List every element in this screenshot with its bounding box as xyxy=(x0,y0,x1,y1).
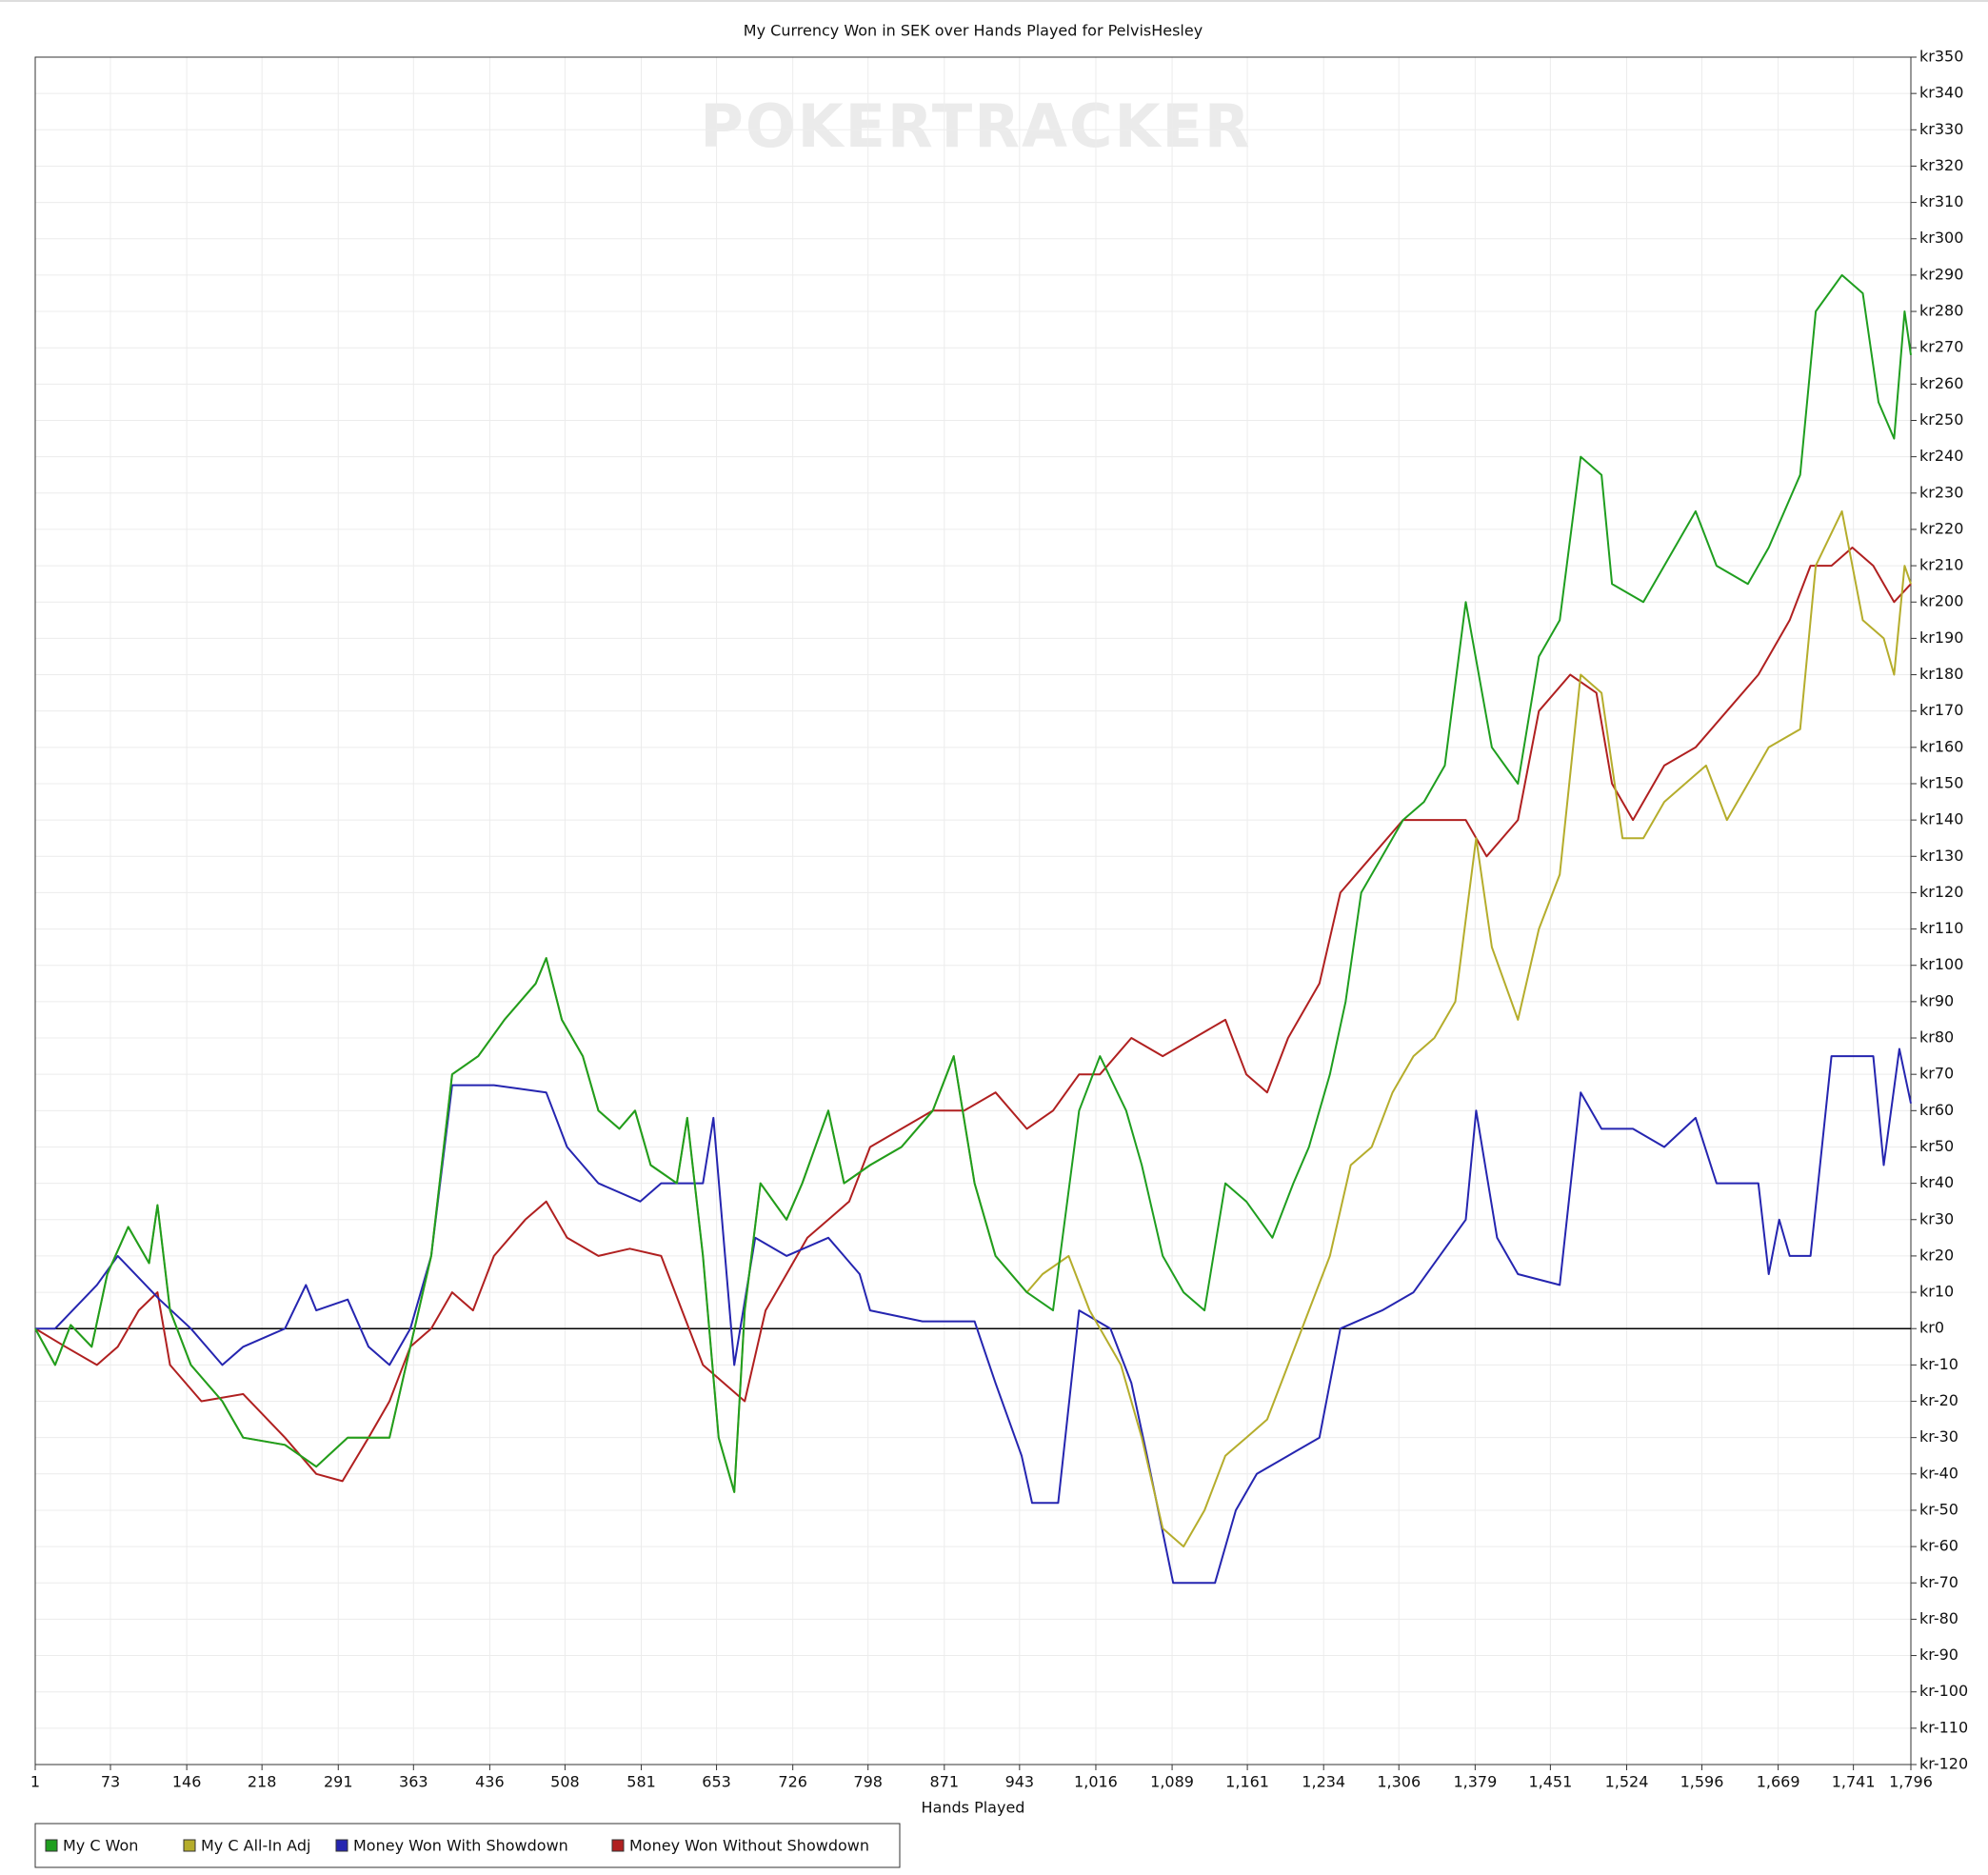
y-tick-label: kr-70 xyxy=(1919,1573,1958,1591)
y-tick-label: kr220 xyxy=(1919,519,1963,537)
y-tick-label: kr-110 xyxy=(1919,1718,1968,1736)
x-tick-label: 1,669 xyxy=(1757,1773,1800,1791)
x-tick-label: 291 xyxy=(324,1773,353,1791)
y-tick-label: kr-30 xyxy=(1919,1427,1958,1446)
y-tick-label: kr140 xyxy=(1919,810,1963,828)
x-tick-label: 871 xyxy=(930,1773,960,1791)
y-tick-label: kr280 xyxy=(1919,302,1963,320)
y-tick-label: kr0 xyxy=(1919,1319,1944,1337)
y-tick-label: kr230 xyxy=(1919,483,1963,501)
x-tick-label: 581 xyxy=(626,1773,656,1791)
legend-swatch xyxy=(335,1839,348,1852)
legend-swatch xyxy=(611,1839,625,1852)
y-tick-label: kr200 xyxy=(1919,592,1963,610)
y-tick-label: kr-100 xyxy=(1919,1682,1968,1700)
y-tick-label: kr250 xyxy=(1919,410,1963,429)
x-tick-label: 436 xyxy=(475,1773,505,1791)
legend-label: Money Won With Showdown xyxy=(353,1837,568,1855)
y-tick-label: kr120 xyxy=(1919,883,1963,901)
x-tick-label: 653 xyxy=(702,1773,731,1791)
legend-label: My C All-In Adj xyxy=(201,1837,310,1855)
series-line xyxy=(34,509,1912,1548)
y-tick-label: kr110 xyxy=(1919,919,1963,937)
x-tick-label: 1,451 xyxy=(1528,1773,1572,1791)
x-tick-label: 1 xyxy=(30,1773,40,1791)
x-tick-label: 1,089 xyxy=(1150,1773,1194,1791)
y-tick-label: kr-50 xyxy=(1919,1500,1958,1518)
legend-label: My C Won xyxy=(63,1837,138,1855)
x-tick-label: 1,161 xyxy=(1225,1773,1269,1791)
legend-label: Money Won Without Showdown xyxy=(629,1837,869,1855)
y-tick-label: kr50 xyxy=(1919,1137,1954,1155)
x-tick-label: 726 xyxy=(778,1773,807,1791)
y-tick-label: kr-90 xyxy=(1919,1646,1958,1664)
y-tick-label: kr40 xyxy=(1919,1173,1954,1191)
y-tick-label: kr-10 xyxy=(1919,1355,1958,1373)
x-axis-label: Hands Played xyxy=(922,1799,1025,1817)
x-tick-label: 1,596 xyxy=(1680,1773,1724,1791)
y-tick-label: kr260 xyxy=(1919,374,1963,392)
chart-title: My Currency Won in SEK over Hands Played… xyxy=(744,22,1203,40)
y-tick-label: kr90 xyxy=(1919,991,1954,1009)
y-tick-label: kr70 xyxy=(1919,1065,1954,1083)
x-tick-label: 1,016 xyxy=(1074,1773,1118,1791)
y-tick-label: kr170 xyxy=(1919,701,1963,719)
y-tick-label: kr340 xyxy=(1919,84,1963,102)
x-tick-label: 146 xyxy=(172,1773,202,1791)
y-tick-label: kr300 xyxy=(1919,229,1963,247)
y-tick-label: kr310 xyxy=(1919,192,1963,210)
y-tick-label: kr210 xyxy=(1919,556,1963,574)
y-tick-label: kr180 xyxy=(1919,665,1963,683)
y-tick-label: kr20 xyxy=(1919,1246,1954,1264)
y-tick-label: kr30 xyxy=(1919,1209,1954,1227)
legend-swatch xyxy=(45,1839,58,1852)
y-tick-label: kr-40 xyxy=(1919,1464,1958,1482)
x-tick-label: 1,741 xyxy=(1832,1773,1876,1791)
y-tick-label: kr130 xyxy=(1919,847,1963,865)
legend-box xyxy=(34,1823,901,1868)
y-tick-label: kr160 xyxy=(1919,737,1963,755)
series-line xyxy=(35,1047,1912,1585)
x-tick-label: 943 xyxy=(1005,1773,1035,1791)
x-tick-label: 73 xyxy=(101,1773,120,1791)
y-tick-label: kr270 xyxy=(1919,338,1963,356)
series-line xyxy=(34,273,1912,1493)
y-tick-label: kr-80 xyxy=(1919,1609,1958,1627)
x-tick-label: 798 xyxy=(853,1773,883,1791)
y-tick-label: kr190 xyxy=(1919,628,1963,647)
x-tick-label: 1,379 xyxy=(1453,1773,1497,1791)
x-tick-label: 1,234 xyxy=(1302,1773,1345,1791)
x-tick-label: 1,306 xyxy=(1377,1773,1421,1791)
y-tick-label: kr-20 xyxy=(1919,1391,1958,1409)
y-tick-label: kr-120 xyxy=(1919,1755,1968,1773)
watermark: POKERTRACKER xyxy=(700,91,1251,161)
x-tick-label: 508 xyxy=(550,1773,580,1791)
y-tick-label: kr320 xyxy=(1919,156,1963,174)
x-tick-label: 1,524 xyxy=(1605,1773,1649,1791)
plot-frame xyxy=(34,56,1912,1765)
y-tick-label: kr100 xyxy=(1919,955,1963,973)
y-tick-label: kr80 xyxy=(1919,1028,1954,1047)
x-tick-label: 363 xyxy=(399,1773,428,1791)
y-tick-label: kr60 xyxy=(1919,1101,1954,1119)
y-tick-label: kr-60 xyxy=(1919,1537,1958,1555)
legend-swatch xyxy=(183,1839,196,1852)
y-tick-label: kr240 xyxy=(1919,447,1963,465)
y-tick-label: kr330 xyxy=(1919,120,1963,138)
series-line xyxy=(34,547,1912,1483)
y-tick-label: kr350 xyxy=(1919,48,1963,66)
x-tick-label: 1,796 xyxy=(1889,1773,1933,1791)
x-tick-label: 218 xyxy=(248,1773,277,1791)
y-tick-label: kr10 xyxy=(1919,1283,1954,1301)
y-tick-label: kr290 xyxy=(1919,265,1963,283)
y-tick-label: kr150 xyxy=(1919,773,1963,791)
